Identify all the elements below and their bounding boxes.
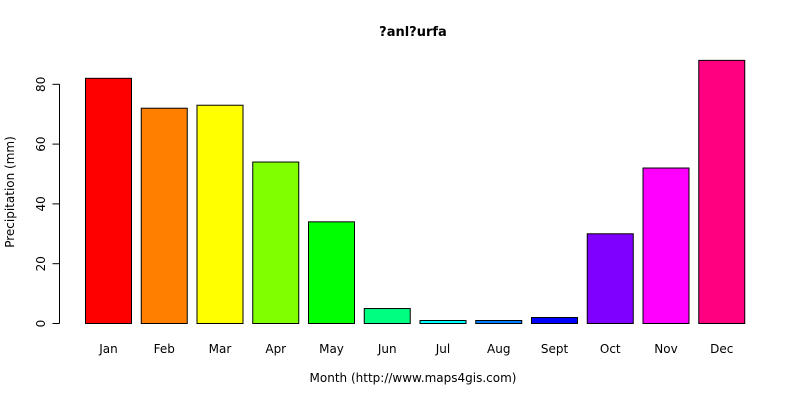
bar-mar — [196, 104, 244, 325]
y-tick-label: 60 — [34, 136, 48, 151]
x-tick-label: May — [319, 342, 344, 356]
bar-jun — [363, 308, 411, 324]
bar-sept — [531, 317, 578, 324]
bar-feb — [140, 107, 188, 324]
x-tick-label: Dec — [710, 342, 733, 356]
bar-apr — [252, 161, 300, 324]
x-tick-label: Jul — [435, 342, 450, 356]
bar-oct — [586, 233, 634, 324]
bars — [85, 59, 746, 325]
x-tick-labels: Jan Feb Mar Apr May Jun Jul Aug Sept Oct Nov Dec — [98, 342, 733, 356]
x-tick-label: Aug — [487, 342, 510, 356]
bar-dec — [698, 59, 746, 324]
y-tick-label: 40 — [34, 196, 48, 211]
x-tick-label: Jan — [98, 342, 118, 356]
x-tick-label: Jun — [377, 342, 397, 356]
y-tick-label: 0 — [34, 320, 48, 328]
y-tick-label: 20 — [34, 256, 48, 271]
y-tick-label: 80 — [34, 77, 48, 92]
chart-title: ?anl?urfa — [379, 25, 447, 40]
bar-nov — [642, 167, 690, 324]
y-axis: 0 20 40 60 80 — [34, 77, 60, 328]
x-tick-label: Sept — [541, 342, 569, 356]
x-tick-label: Mar — [209, 342, 232, 356]
x-tick-label: Oct — [600, 342, 621, 356]
x-tick-label: Apr — [265, 342, 286, 356]
x-tick-label: Feb — [154, 342, 175, 356]
bar-aug — [475, 320, 523, 325]
bar-jan — [85, 77, 132, 324]
x-tick-label: Nov — [654, 342, 677, 356]
x-axis-label: Month (http://www.maps4gis.com) — [310, 371, 517, 385]
y-axis-label: Precipitation (mm) — [3, 136, 17, 248]
bar-jul — [419, 320, 467, 325]
bar-may — [308, 221, 355, 324]
